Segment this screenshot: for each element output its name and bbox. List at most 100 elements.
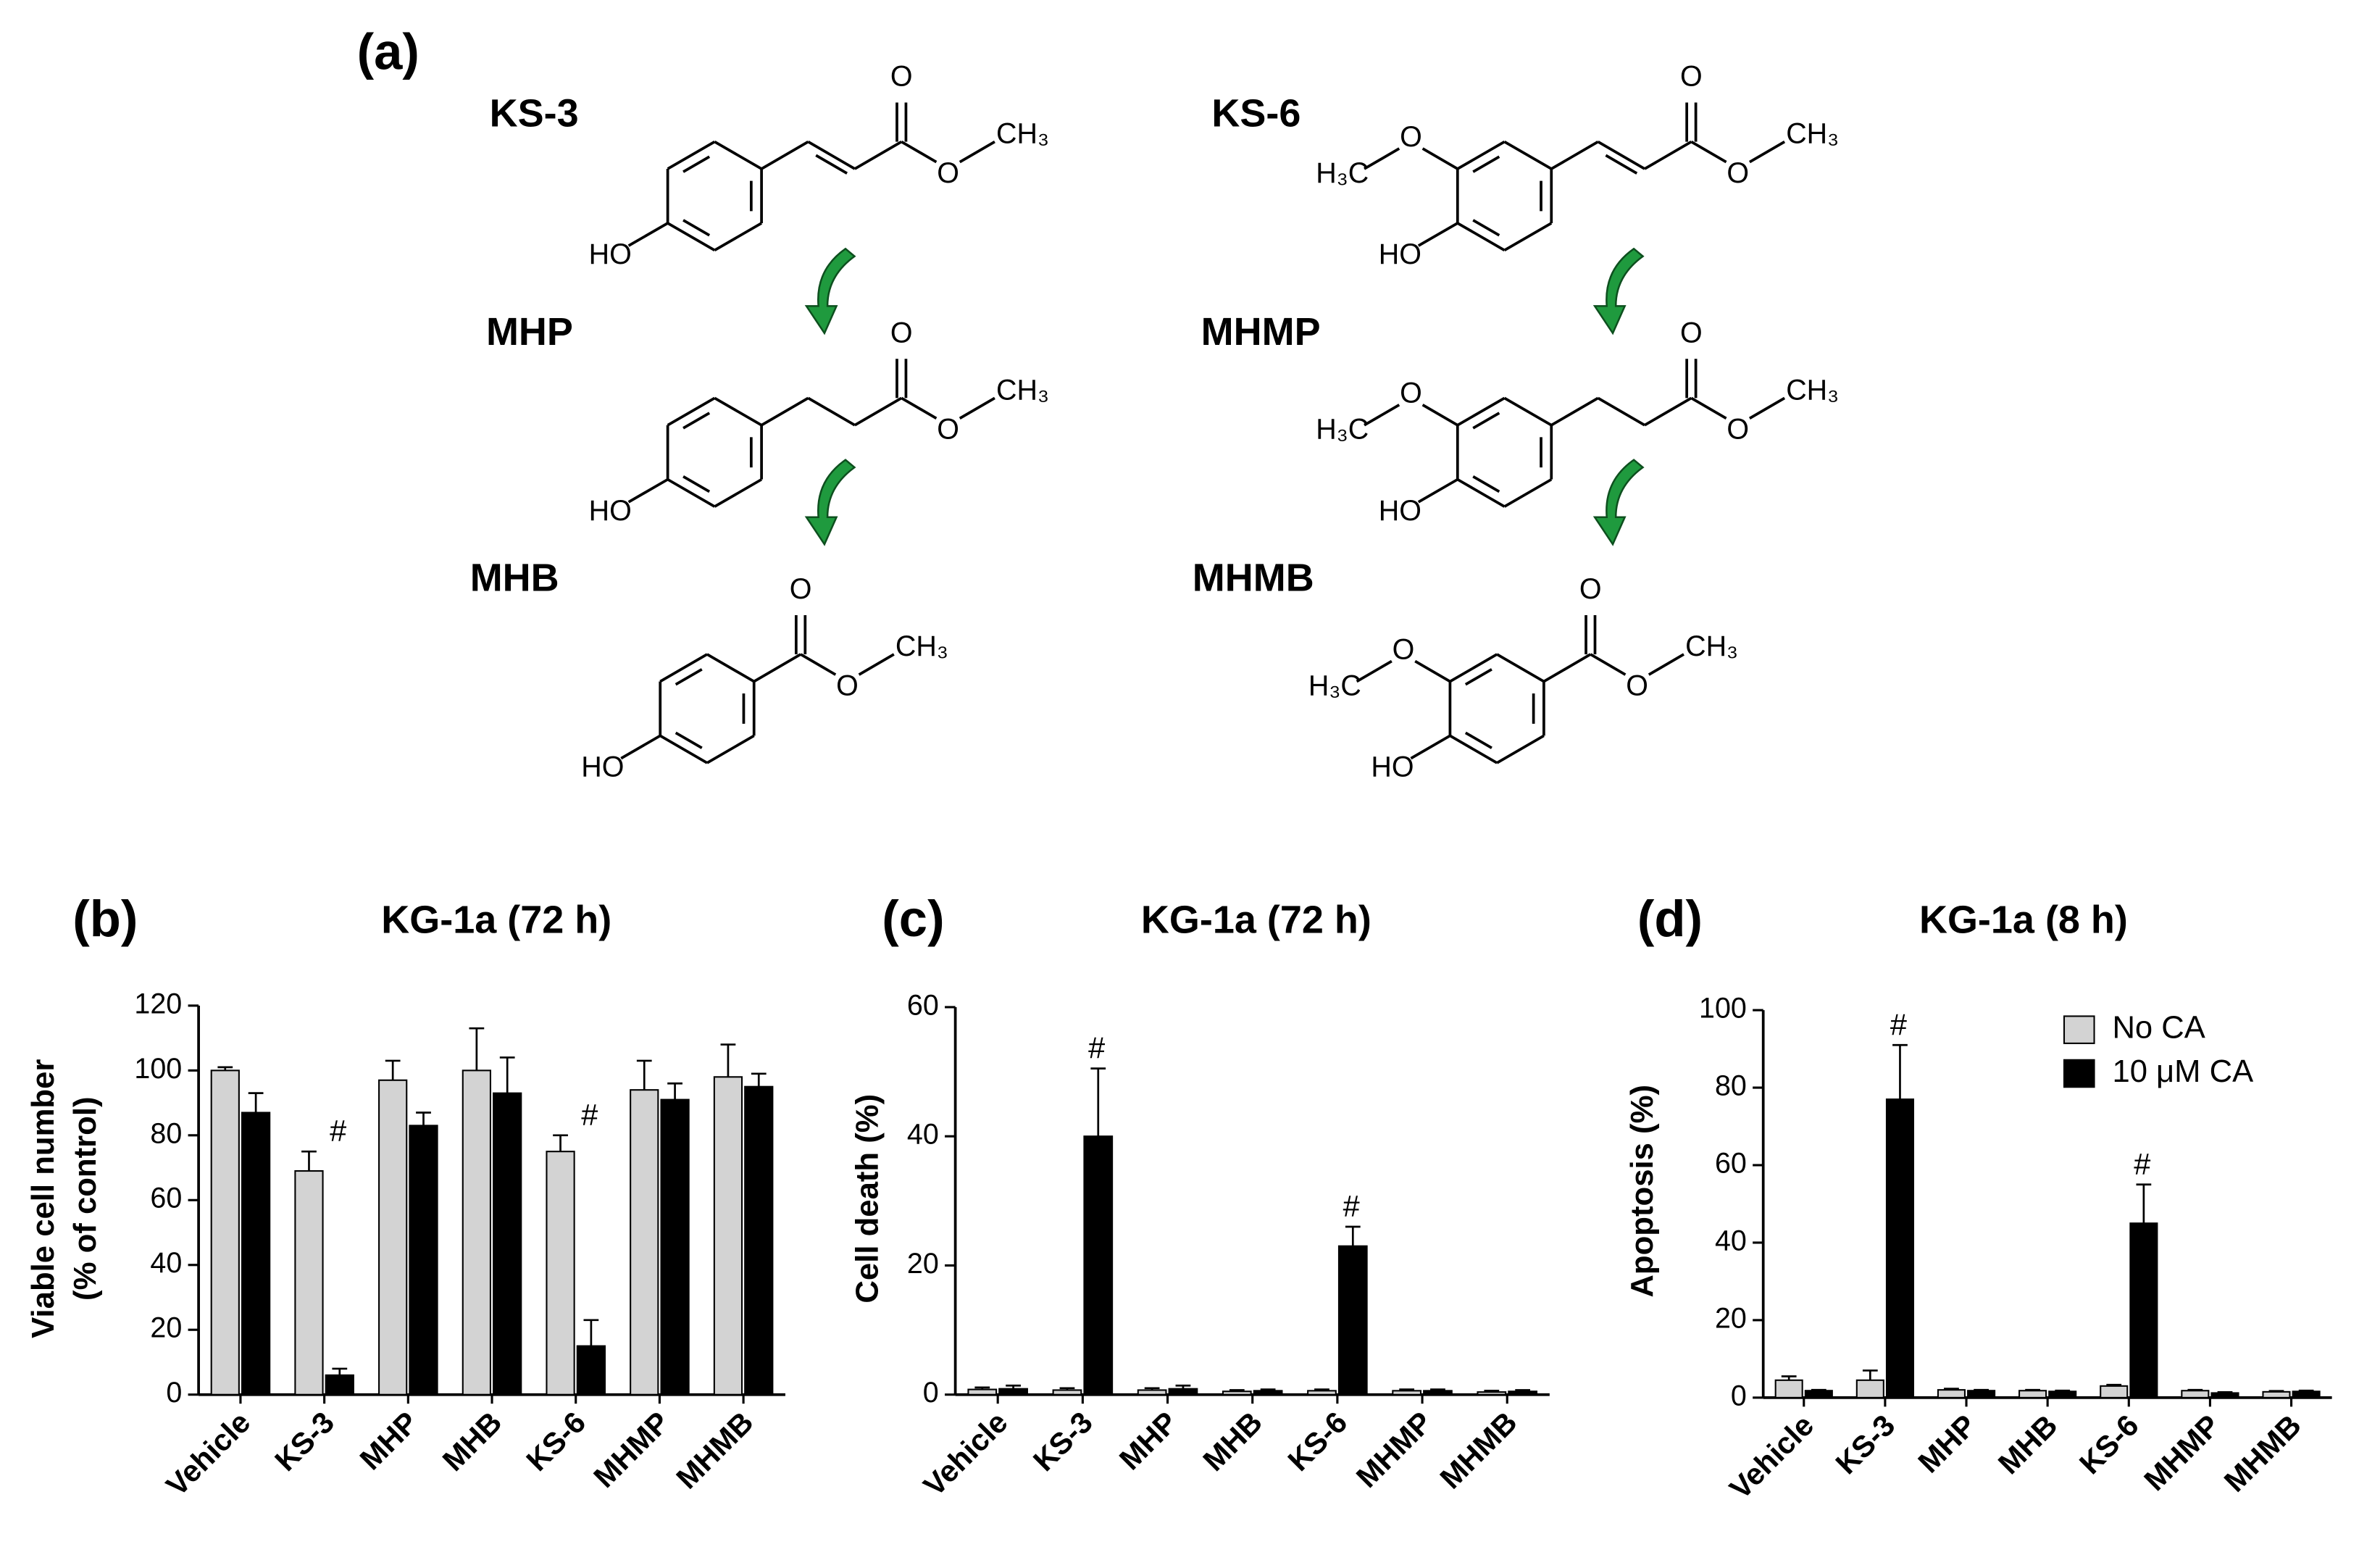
y-axis-label: Cell death (%): [850, 1094, 885, 1304]
atom-label: CH₃: [1685, 630, 1738, 662]
atom-label: O: [836, 670, 859, 701]
bond: [1417, 478, 1458, 504]
bar: [325, 1374, 354, 1396]
error-bar: [1345, 1225, 1361, 1246]
x-tick-label: MHMB: [2217, 1408, 2308, 1498]
bond: [1648, 653, 1684, 676]
legend-swatch: [2063, 1015, 2095, 1044]
bar: [630, 1089, 659, 1396]
error-bar: [2055, 1389, 2071, 1392]
error-bar: [1314, 1388, 1329, 1391]
bar: [2018, 1390, 2047, 1398]
bar: [1307, 1390, 1337, 1396]
bond: [620, 734, 661, 760]
bar: [1937, 1389, 1966, 1398]
y-tick-label: 100: [1699, 993, 1747, 1025]
x-tick-label: Vehicle: [159, 1405, 256, 1503]
atom-label: H₃C: [1316, 414, 1369, 446]
error-bar: [2298, 1389, 2314, 1392]
bar: [2100, 1385, 2129, 1398]
y-tick-label: 0: [166, 1377, 182, 1409]
atom-label: O: [1626, 670, 1648, 701]
bond: [1456, 222, 1506, 252]
compound-name: KS-6: [1211, 91, 1300, 135]
bond: [706, 653, 755, 683]
atom-label: O: [1727, 414, 1749, 446]
y-tick-label: 40: [1715, 1225, 1747, 1256]
bond: [627, 478, 669, 504]
bond: [1421, 404, 1458, 427]
error-bar: [1175, 1384, 1191, 1389]
bar: [1083, 1135, 1114, 1396]
atom-label: O: [890, 317, 913, 349]
bond: [901, 140, 938, 164]
x-tick-label: KS-6: [1281, 1405, 1353, 1477]
y-tick-label: 20: [907, 1248, 939, 1280]
x-tick-label: MHB: [435, 1405, 508, 1477]
error-bar: [248, 1092, 264, 1113]
error-bar: [1090, 1067, 1106, 1137]
legend-label: 10 μM CA: [2112, 1054, 2254, 1089]
x-tick-label: KS-6: [2073, 1408, 2145, 1480]
bar: [2210, 1392, 2239, 1398]
reaction-arrow: [1592, 247, 1645, 335]
panel-label: (c): [882, 890, 944, 947]
chart-title: KG-1a (8 h): [1919, 898, 2128, 942]
compound-name: MHMB: [1193, 556, 1314, 599]
y-tick-label: 60: [150, 1183, 182, 1214]
bond: [714, 396, 763, 427]
bar: [241, 1112, 271, 1396]
bar: [409, 1125, 438, 1396]
atom-label: HO: [1379, 495, 1421, 527]
bond: [761, 396, 809, 427]
x-tick-label: MHMP: [2137, 1408, 2226, 1497]
bar: [2129, 1222, 2158, 1398]
bar: [546, 1151, 575, 1396]
error-bar: [2268, 1390, 2284, 1393]
error-bar: [553, 1134, 568, 1152]
atom-label: CH₃: [895, 630, 948, 662]
panel-label: (d): [1637, 890, 1703, 947]
x-tick-label: Vehicle: [1723, 1408, 1820, 1506]
bond: [858, 653, 895, 676]
bond: [1456, 478, 1506, 508]
compound-name: MHB: [470, 556, 559, 599]
error-bar: [1399, 1388, 1415, 1391]
bond: [1644, 396, 1692, 427]
y-tick-label: 20: [1715, 1302, 1747, 1334]
atom-label: O: [1727, 157, 1749, 189]
arrows: [804, 247, 1645, 546]
bond: [1410, 734, 1451, 760]
bond: [1472, 475, 1500, 493]
error-bar: [1515, 1389, 1531, 1392]
x-tick-label: MHMB: [669, 1405, 760, 1496]
bar: [2181, 1390, 2210, 1398]
bond: [682, 475, 711, 493]
bar: [2262, 1390, 2291, 1398]
bond: [1449, 653, 1498, 683]
bar: [713, 1076, 743, 1396]
bond: [1414, 659, 1451, 683]
bond: [1597, 140, 1645, 170]
bar: [998, 1388, 1028, 1396]
error-bar: [583, 1319, 599, 1346]
x-tick-label: KS-6: [519, 1405, 592, 1477]
error-bar: [720, 1043, 736, 1077]
y-tick-label: 0: [923, 1377, 939, 1409]
error-bar: [2217, 1391, 2233, 1393]
annotation: #: [330, 1114, 346, 1148]
bar: [1137, 1389, 1167, 1396]
atom-label: HO: [589, 238, 632, 270]
bond: [1597, 396, 1645, 427]
error-bar: [2136, 1183, 2152, 1224]
x-tick-label: MHMP: [1350, 1405, 1439, 1494]
bond: [753, 653, 802, 683]
atom-label: CH₃: [996, 118, 1049, 150]
atom-label: O: [1400, 378, 1422, 409]
bond: [1748, 140, 1786, 164]
error-bar: [301, 1150, 317, 1172]
error-bar: [1260, 1388, 1276, 1391]
panel-label: (a): [357, 23, 419, 80]
y-tick-label: 60: [1715, 1147, 1747, 1179]
